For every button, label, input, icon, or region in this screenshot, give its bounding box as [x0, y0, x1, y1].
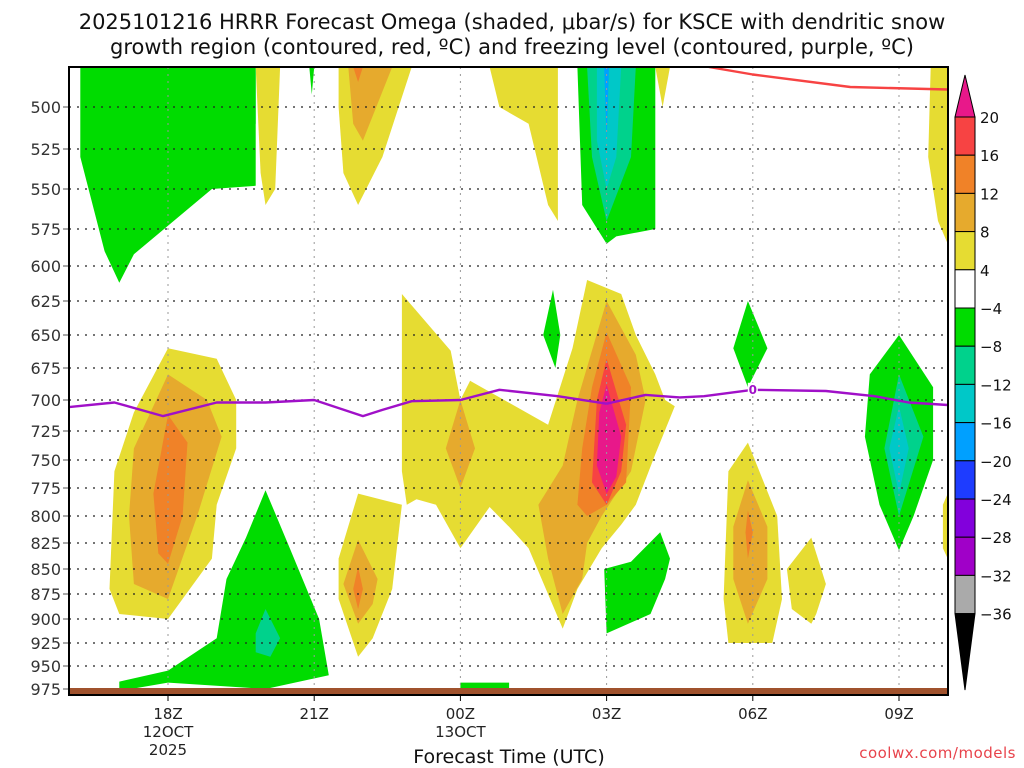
x-axis-label: Forecast Time (UTC)	[413, 746, 604, 768]
colorbar-label-7: −12	[980, 376, 1012, 394]
omega-region-16	[928, 67, 948, 244]
colorbar-label-11: −28	[980, 529, 1012, 547]
x-tick-label-9-0: 21Z	[300, 705, 329, 723]
colorbar-box-3	[954, 192, 976, 233]
y-tick-label-625: 625	[30, 292, 61, 311]
colorbar-label-10: −24	[980, 491, 1012, 509]
omega-region-21	[255, 609, 281, 657]
colorbar-extend-top	[954, 74, 976, 118]
omega-region-41	[942, 493, 948, 559]
y-tick-label-725: 725	[30, 422, 61, 441]
colorbar-label-9: −20	[980, 453, 1012, 471]
y-tick-label-525: 525	[30, 140, 61, 159]
omega-region-6	[309, 67, 315, 95]
omega-region-40	[889, 406, 909, 494]
colorbar-box-7	[954, 345, 976, 385]
y-tick-label-850: 850	[30, 560, 61, 579]
x-tick-label-6-0: 18Z	[153, 705, 182, 723]
omega-region-5	[255, 67, 281, 205]
y-tick-label-975: 975	[30, 680, 61, 699]
contour-line-layer: 0	[69, 67, 948, 418]
colorbar-label-12: −32	[980, 567, 1012, 585]
omega-region-8	[348, 67, 393, 141]
y-tick-label-575: 575	[30, 220, 61, 239]
omega-region-37	[786, 537, 826, 624]
title-line-2: growth region (contoured, red, ºC) and f…	[110, 35, 914, 59]
colorbar-label-2: 12	[980, 185, 999, 203]
colorbar-label-3: 8	[980, 224, 990, 242]
y-tick-label-500: 500	[30, 98, 61, 117]
colorbar-label-6: −8	[980, 338, 1002, 356]
y-tick-label-700: 700	[30, 391, 61, 410]
omega-region-10	[489, 67, 558, 221]
omega-region-25	[353, 566, 363, 609]
plot-frame	[68, 66, 949, 696]
credit-text: coolwx.com/models	[859, 744, 1016, 762]
colorbar-box-5	[954, 269, 976, 309]
y-tick-label-775: 775	[30, 479, 61, 498]
y-axis: 500 525 550 575 600 625 650 675 700 725 750 775 800 8…	[30, 98, 68, 699]
grid-layer	[69, 67, 948, 689]
colorbar-label-4: 4	[980, 262, 990, 280]
y-tick-label-650: 650	[30, 326, 61, 345]
omega-shading-layer	[80, 67, 948, 689]
y-tick-label-600: 600	[30, 257, 61, 276]
colorbar: 20 16 12 8 4 −4 −8 −12 −16 −20 −24 −28 −32 −36	[954, 74, 1012, 691]
y-tick-label-675: 675	[30, 359, 61, 378]
contour-line-0	[69, 388, 948, 418]
y-tick-label-875: 875	[30, 585, 61, 604]
omega-region-13	[596, 67, 622, 189]
y-tick-label-900: 900	[30, 610, 61, 629]
contour-line-1	[708, 67, 948, 91]
omega-region-30	[596, 384, 622, 494]
y-tick-label-825: 825	[30, 534, 61, 553]
y-tick-label-750: 750	[30, 451, 61, 470]
omega-region-32	[604, 532, 670, 634]
omega-region-19	[153, 414, 188, 564]
title-line-1: 2025101216 HRRR Forecast Omega (shaded, …	[79, 10, 946, 34]
colorbar-box-12	[954, 536, 976, 576]
ground-surface	[69, 688, 948, 695]
colorbar-box-1	[954, 116, 976, 156]
x-tick-label-18-0: 06Z	[738, 705, 767, 723]
colorbar-box-11	[954, 498, 976, 538]
x-tick-label-6-2: 2025	[149, 741, 187, 759]
omega-region-9	[353, 67, 363, 82]
colorbar-label-0: 20	[980, 109, 999, 127]
colorbar-label-8: −16	[980, 415, 1012, 433]
y-tick-label-950: 950	[30, 657, 61, 676]
omega-region-31	[543, 289, 561, 368]
colorbar-box-8	[954, 383, 976, 424]
colorbar-label-5: −4	[980, 300, 1002, 318]
x-tick-label-21-0: 09Z	[884, 705, 913, 723]
x-tick-label-6-1: 12OCT	[143, 723, 194, 741]
x-tick-label-12-1: 13OCT	[435, 723, 486, 741]
colorbar-box-13	[954, 574, 976, 615]
colorbar-label-1: 16	[980, 147, 999, 165]
colorbar-extend-bottom	[954, 613, 976, 691]
colorbar-box-10	[954, 460, 976, 500]
omega-region-42	[460, 682, 510, 689]
x-tick-label-15-0: 03Z	[592, 705, 621, 723]
omega-region-36	[745, 510, 753, 559]
colorbar-box-6	[954, 307, 976, 347]
omega-region-15	[655, 67, 670, 107]
colorbar-box-2	[954, 154, 976, 194]
colorbar-box-4	[954, 231, 976, 271]
y-tick-label-925: 925	[30, 634, 61, 653]
omega-region-4	[80, 67, 256, 283]
colorbar-box-9	[954, 422, 976, 462]
x-tick-label-12-0: 00Z	[446, 705, 475, 723]
omega-region-26	[445, 400, 475, 488]
omega-region-33	[733, 301, 768, 388]
contour-label: 0	[749, 383, 757, 397]
colorbar-label-13: −36	[980, 606, 1012, 624]
y-tick-label-550: 550	[30, 180, 61, 199]
y-tick-label-800: 800	[30, 507, 61, 526]
chart-title: 2025101216 HRRR Forecast Omega (shaded, …	[79, 10, 946, 59]
contour-label-bg	[747, 382, 758, 396]
